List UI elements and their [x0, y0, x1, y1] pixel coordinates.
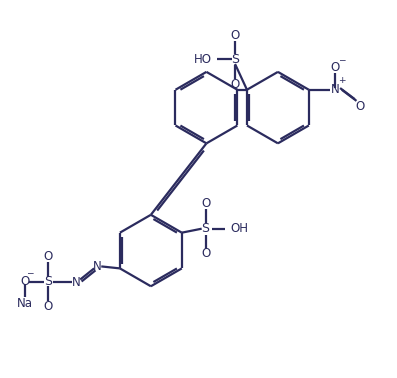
- Text: O: O: [230, 29, 240, 42]
- Text: O: O: [44, 300, 53, 313]
- Text: O: O: [356, 100, 365, 113]
- Text: S: S: [231, 53, 239, 66]
- Text: OH: OH: [231, 222, 249, 235]
- Text: O: O: [44, 250, 53, 263]
- Text: N: N: [72, 276, 81, 289]
- Text: Na: Na: [17, 297, 33, 310]
- Text: O: O: [201, 197, 210, 210]
- Text: O: O: [201, 247, 210, 260]
- Text: +: +: [338, 76, 345, 85]
- Text: O: O: [20, 275, 29, 288]
- Text: HO: HO: [194, 53, 212, 66]
- Text: N: N: [93, 260, 102, 273]
- Text: −: −: [26, 268, 33, 277]
- Text: N: N: [331, 83, 340, 96]
- Text: O: O: [230, 78, 240, 91]
- Text: O: O: [331, 61, 340, 74]
- Text: S: S: [202, 222, 210, 235]
- Text: S: S: [44, 275, 52, 288]
- Text: −: −: [338, 55, 345, 64]
